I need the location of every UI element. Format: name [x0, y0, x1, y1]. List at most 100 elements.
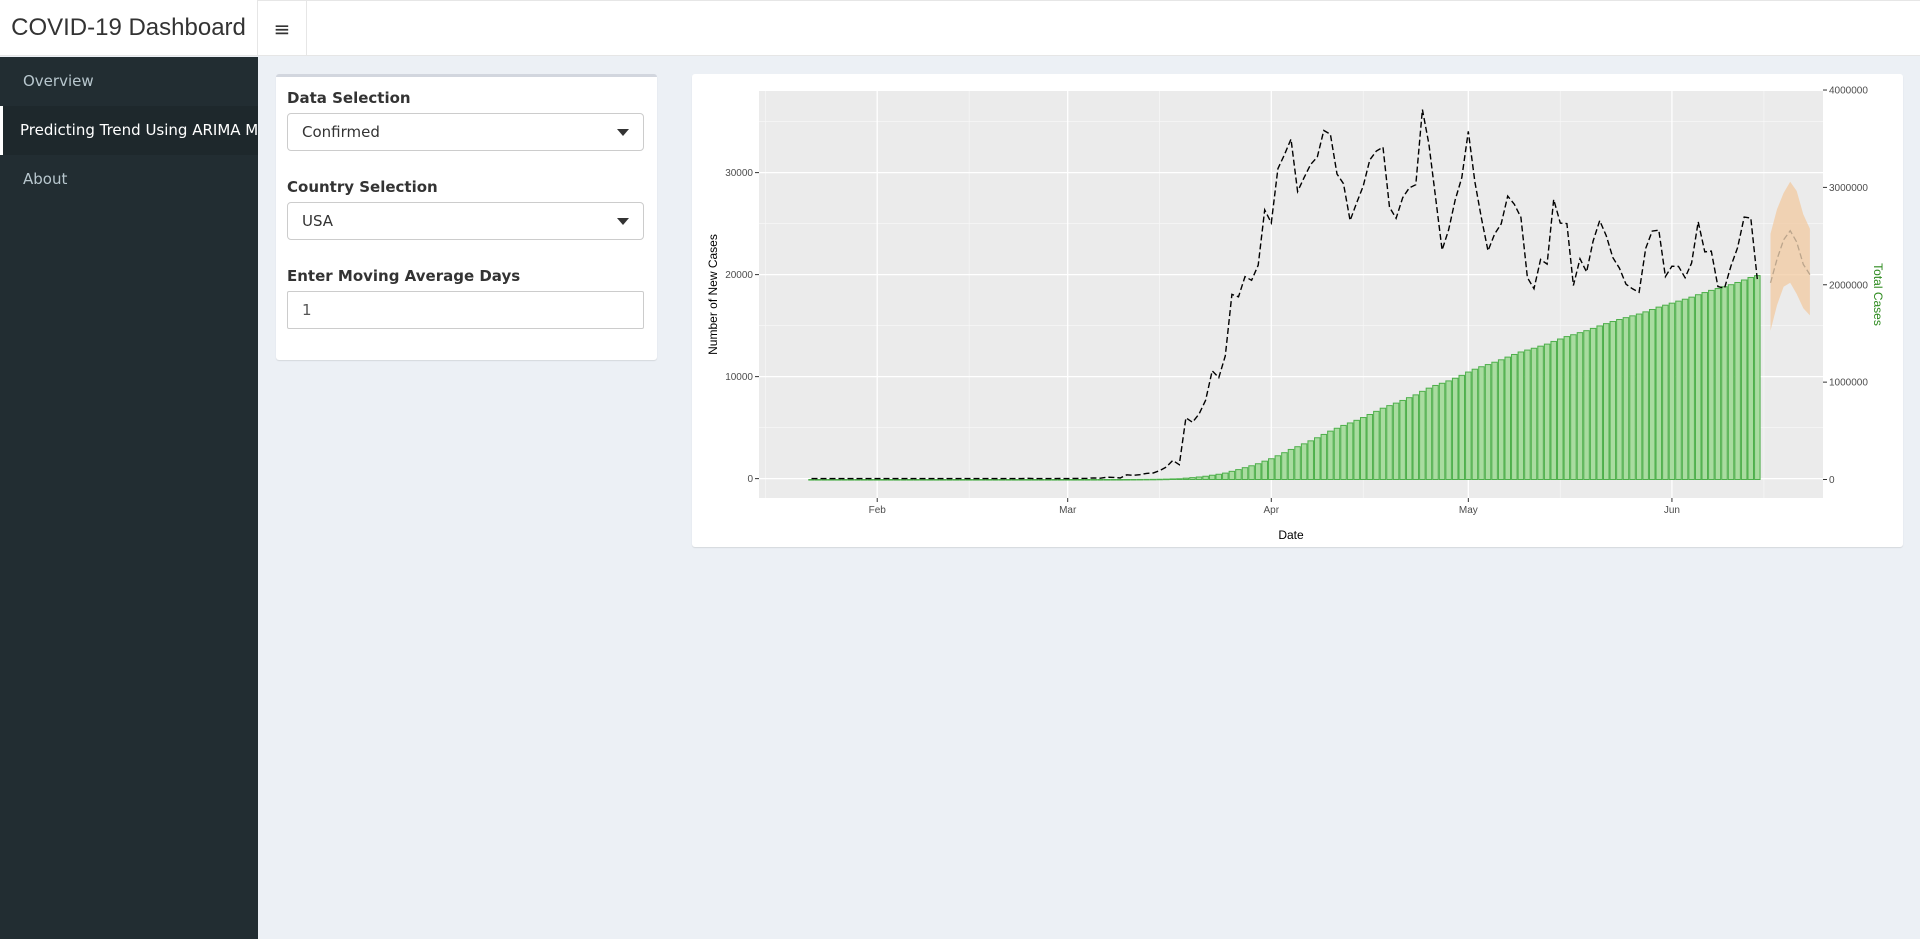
total-cases-bar: [1530, 347, 1538, 480]
total-cases-bar: [939, 478, 947, 481]
sidebar-item-overview[interactable]: Overview: [23, 72, 94, 90]
total-cases-bar: [1425, 387, 1433, 480]
total-cases-bar: [1629, 315, 1636, 480]
total-cases-bar: [1583, 330, 1590, 480]
total-cases-bar: [827, 478, 835, 481]
total-cases-bar: [1169, 478, 1177, 480]
total-cases-bar: [1616, 318, 1623, 480]
total-cases-bar: [1478, 366, 1485, 480]
total-cases-bar: [919, 478, 927, 481]
total-cases-bar: [1714, 288, 1722, 480]
total-cases-bar: [1675, 300, 1682, 480]
y-tick-label: 0: [747, 474, 753, 485]
total-cases-bar: [1268, 458, 1275, 481]
total-cases-bar: [1445, 380, 1452, 481]
total-cases-bar: [1497, 359, 1505, 480]
new-cases-line: [811, 109, 1758, 480]
total-cases-bar: [998, 478, 1006, 481]
total-cases-bar: [1123, 478, 1131, 481]
total-cases-bar: [814, 478, 822, 481]
country-selection-select[interactable]: USA: [287, 202, 644, 240]
total-cases-bar: [1189, 477, 1196, 480]
sidebar-item-about[interactable]: About: [23, 170, 68, 188]
total-cases-bar: [1740, 279, 1748, 480]
total-cases-bar: [1412, 394, 1420, 481]
data-selection-value: Confirmed: [302, 123, 380, 141]
total-cases-bar: [1359, 417, 1367, 481]
total-cases-bar: [1543, 343, 1551, 481]
total-cases-bar: [1110, 478, 1117, 481]
total-cases-bar: [1405, 397, 1413, 481]
total-cases-bar: [1609, 321, 1617, 480]
total-cases-bar: [1655, 306, 1663, 480]
total-cases-bar: [1517, 351, 1525, 480]
total-cases-bar: [913, 478, 920, 481]
total-cases-bar: [985, 478, 993, 481]
total-cases-bar: [992, 478, 999, 481]
moving-average-input[interactable]: [287, 291, 644, 329]
data-selection-select[interactable]: Confirmed: [287, 113, 644, 151]
total-cases-bar: [1235, 469, 1242, 480]
sidebar-item-arima[interactable]: Predicting Trend Using ARIMA Model: [0, 106, 258, 155]
total-cases-bar: [1005, 478, 1012, 481]
total-cases-bar: [1550, 340, 1557, 480]
total-cases-bar: [1340, 424, 1347, 481]
total-cases-bar: [1143, 478, 1150, 481]
total-cases-bar: [1557, 338, 1564, 480]
total-cases-bar: [933, 478, 940, 481]
total-cases-bar: [952, 478, 960, 481]
app-logo-title: COVID-19 Dashboard: [0, 0, 258, 56]
total-cases-bar: [1491, 361, 1498, 481]
total-cases-bar: [1084, 478, 1091, 481]
total-cases-bar: [1011, 478, 1019, 481]
y2-tick-label: 0: [1829, 475, 1835, 486]
total-cases-bar: [1537, 345, 1544, 480]
total-cases-bar: [946, 478, 953, 481]
total-cases-bar: [873, 478, 881, 481]
total-cases-bar: [1281, 452, 1288, 481]
total-cases-bar: [1182, 477, 1190, 480]
total-cases-bar: [906, 478, 914, 481]
total-cases-bar: [1077, 478, 1085, 481]
sidebar: Overview Predicting Trend Using ARIMA Mo…: [0, 57, 258, 939]
total-cases-bar: [1064, 478, 1071, 481]
total-cases-bar: [1438, 382, 1446, 481]
total-cases-bar: [1018, 478, 1025, 481]
total-cases-bar: [1031, 478, 1039, 481]
total-cases-bar: [1044, 478, 1052, 481]
total-cases-bar: [1668, 302, 1676, 480]
total-cases-bar: [1721, 286, 1728, 480]
total-cases-bar: [1162, 478, 1170, 481]
total-cases-bar: [1136, 478, 1144, 481]
total-cases-bar: [1622, 317, 1630, 480]
total-cases-bar: [1570, 334, 1577, 480]
total-cases-bar: [1465, 371, 1472, 480]
total-cases-bar: [979, 478, 986, 481]
total-cases-bar: [1524, 349, 1531, 480]
total-cases-bar: [1648, 308, 1656, 480]
total-cases-bar: [1366, 413, 1374, 480]
total-cases-bar: [965, 478, 973, 481]
total-cases-bar: [1103, 478, 1111, 481]
total-cases-bar: [1471, 368, 1479, 481]
total-cases-bar: [880, 478, 888, 481]
total-cases-bar: [1300, 443, 1308, 481]
y-tick-label: 10000: [725, 372, 753, 383]
total-cases-bar: [1399, 399, 1406, 480]
sidebar-toggle-button[interactable]: ≡: [258, 1, 307, 56]
total-cases-bar: [1635, 313, 1643, 480]
total-cases-bar: [1346, 422, 1354, 480]
total-cases-bar: [1051, 478, 1058, 481]
moving-average-label: Enter Moving Average Days: [287, 267, 521, 285]
inputs-panel: Data Selection Confirmed Country Selecti…: [276, 74, 657, 360]
total-cases-bar: [1603, 323, 1610, 480]
total-cases-bar: [808, 478, 815, 481]
total-cases-bar: [1379, 407, 1387, 480]
data-selection-label: Data Selection: [287, 89, 411, 107]
total-cases-bar: [926, 478, 934, 481]
total-cases-bar: [834, 478, 842, 481]
total-cases-bar: [1274, 455, 1282, 480]
total-cases-bar: [1681, 298, 1689, 480]
x-tick-label: Feb: [869, 505, 887, 516]
total-cases-bar: [1307, 440, 1314, 480]
